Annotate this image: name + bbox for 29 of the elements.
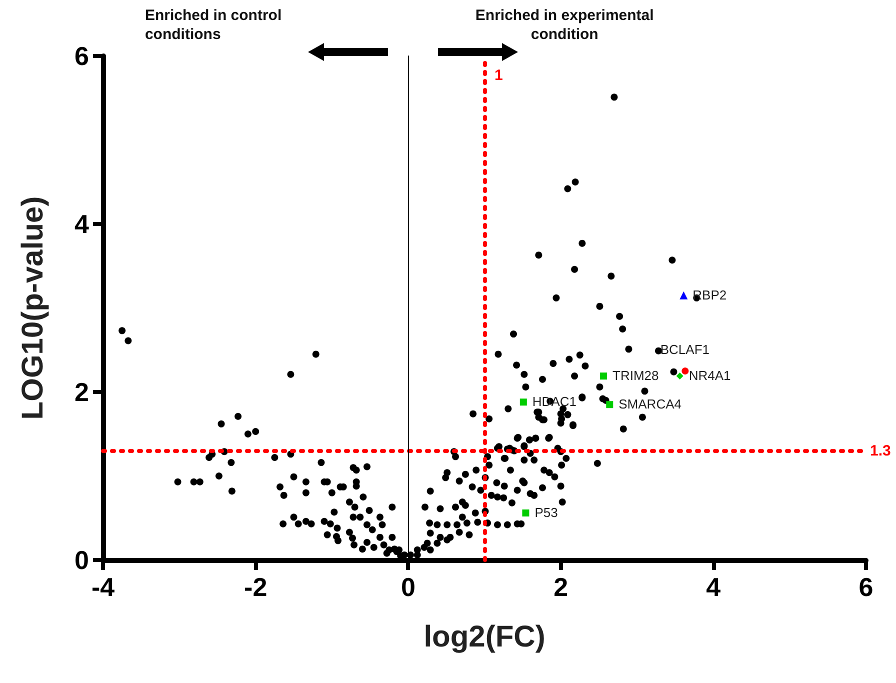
point — [522, 509, 530, 516]
point — [600, 372, 608, 380]
text: Enriched in control conditions — [144, 6, 283, 44]
ref-line-label: 1 — [494, 67, 503, 84]
x-tick-label: -4 — [91, 572, 116, 602]
y-tick-label: 2 — [74, 377, 89, 407]
x-tick-label: 2 — [554, 572, 568, 602]
x-tick-label: 4 — [706, 572, 722, 602]
point — [680, 291, 688, 300]
annotation: HDAC1 — [532, 394, 576, 410]
point — [520, 398, 527, 406]
x-tick-label: -2 — [244, 572, 268, 602]
x-tick-label: 0 — [400, 572, 416, 602]
x-tick-label: 6 — [858, 572, 874, 602]
annotation: SMARCA4 — [618, 396, 682, 412]
annotation: NR4A1 — [688, 368, 731, 384]
point — [682, 368, 689, 374]
ref-line-label: 1.3 — [870, 442, 891, 460]
y-axis-title: LOG10(p-value) — [16, 196, 50, 420]
y-tick-label: 6 — [74, 41, 89, 71]
point — [606, 401, 614, 408]
annotation: TRIM28 — [612, 368, 659, 384]
text: Enriched in experimental condition — [474, 6, 655, 44]
x-axis-title: log2(FC) — [424, 620, 546, 654]
annotation: P53 — [534, 504, 558, 520]
y-tick-label: 4 — [74, 209, 90, 239]
point — [676, 372, 684, 380]
y-tick-label: 0 — [74, 545, 89, 575]
annotation: BCLAF1 — [660, 342, 710, 357]
